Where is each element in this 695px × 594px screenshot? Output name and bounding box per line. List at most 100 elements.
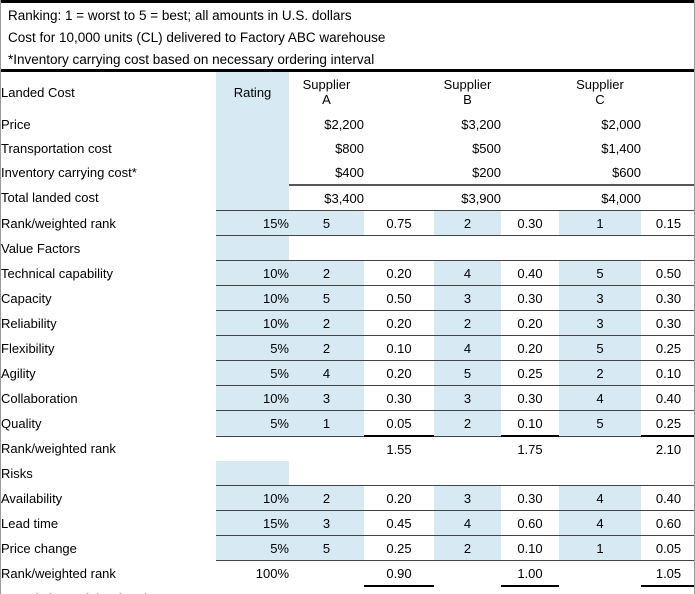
rating-value: 10% xyxy=(216,485,289,511)
row-collaboration: Collaboration 10% 3 0.30 3 0.30 4 0.40 xyxy=(1,385,694,411)
supplier-a-rank: 1 xyxy=(289,410,364,437)
rating-value: 5% xyxy=(216,360,289,386)
empty-cell xyxy=(501,160,559,186)
supplier-c-weighted: 2.10 xyxy=(655,441,682,457)
empty-cell xyxy=(501,235,559,261)
supplier-b-cumulative: 3.05 xyxy=(501,586,559,594)
row-label: Inventory carrying cost* xyxy=(1,165,137,180)
supplier-a-cumulative: 3.20 xyxy=(364,586,434,594)
header-notes: Ranking: 1 = worst to 5 = best; all amou… xyxy=(1,0,694,72)
empty-cell xyxy=(289,436,364,461)
supplier-c-weighted: 0.15 xyxy=(641,210,694,236)
row-label: Rank/weighted rank xyxy=(1,215,116,231)
empty-cell xyxy=(364,112,434,136)
row-label: Technical capability xyxy=(1,265,114,281)
supplier-b-rank: 2 xyxy=(434,210,501,236)
note-cost-basis: Cost for 10,000 units (CL) delivered to … xyxy=(8,30,386,45)
row-label: Flexibility xyxy=(1,340,55,356)
empty-cell xyxy=(641,112,694,136)
row-price-change: Price change 5% 5 0.25 2 0.10 1 0.05 xyxy=(1,535,694,561)
supplier-a-weighted: 0.20 xyxy=(364,260,434,286)
rating-value: 15% xyxy=(216,210,289,236)
supplier-b-rank: 3 xyxy=(434,285,501,311)
supplier-b-weighted: 1.75 xyxy=(517,441,543,457)
rating-cell xyxy=(216,586,289,594)
supplier-c-value: $2,000 xyxy=(601,116,641,132)
row-flexibility: Flexibility 5% 2 0.10 4 0.20 5 0.25 xyxy=(1,335,694,361)
supplier-c-rank: 5 xyxy=(559,335,641,361)
supplier-c-rank: 5 xyxy=(559,260,641,286)
supplier-c-weighted: 0.25 xyxy=(641,410,694,437)
rating-value: 10% xyxy=(216,285,289,311)
supplier-b-rank: 3 xyxy=(434,485,501,511)
empty-cell xyxy=(434,461,501,486)
rating-value: 10% xyxy=(216,385,289,411)
supplier-a-rank: 3 xyxy=(289,385,364,411)
supplier-a-value: $400 xyxy=(289,160,364,186)
supplier-c-value: $1,400 xyxy=(601,140,641,156)
supplier-a-weighted: 1.55 xyxy=(386,441,412,457)
rating-value: 5% xyxy=(216,335,289,361)
row-label: Cumulative weighted rank xyxy=(1,586,216,594)
supplier-b-rank: 2 xyxy=(434,535,501,561)
supplier-a-rank: 5 xyxy=(289,285,364,311)
supplier-c-weighted: 0.40 xyxy=(641,485,694,511)
row-quality: Quality 5% 1 0.05 2 0.10 5 0.25 xyxy=(1,410,694,437)
empty-cell xyxy=(641,72,694,112)
column-header-supplier-a: Supplier A xyxy=(289,72,364,112)
empty-cell xyxy=(559,561,641,587)
empty-cell xyxy=(641,136,694,160)
supplier-b-letter: B xyxy=(463,92,472,107)
supplier-a-rank: 2 xyxy=(289,485,364,511)
supplier-a-rank: 2 xyxy=(289,335,364,361)
rating-cell xyxy=(216,235,289,261)
rating-cell xyxy=(216,185,289,211)
row-inventory-carrying-cost: Inventory carrying cost* $400 $200 $600 xyxy=(1,160,694,186)
supplier-a-weighted: 0.90 xyxy=(364,560,434,587)
empty-cell xyxy=(559,436,641,461)
supplier-a-weighted: 0.20 xyxy=(364,485,434,511)
row-label: Availability xyxy=(1,490,63,506)
supplier-a-rank: 3 xyxy=(289,510,364,536)
empty-cell xyxy=(434,586,501,594)
supplier-b-weighted: 0.20 xyxy=(501,335,559,361)
supplier-b-value: $3,900 xyxy=(434,185,501,211)
supplier-b-weighted: 0.30 xyxy=(501,385,559,411)
supplier-a-weighted: 0.45 xyxy=(364,510,434,536)
row-label: Agility xyxy=(1,365,36,381)
supplier-c-value: $600 xyxy=(559,160,641,186)
row-agility: Agility 5% 4 0.20 5 0.25 2 0.10 xyxy=(1,360,694,386)
note-ranking-scale: Ranking: 1 = worst to 5 = best; all amou… xyxy=(8,8,352,23)
empty-cell xyxy=(289,235,364,261)
supplier-c-weighted: 0.40 xyxy=(641,385,694,411)
rating-cell xyxy=(216,461,289,486)
column-header-rating: Rating xyxy=(216,72,289,112)
rating-cell xyxy=(216,160,289,185)
rating-value: 5% xyxy=(216,535,289,561)
supplier-c-weighted: 1.05 xyxy=(641,560,694,587)
row-label: Rank/weighted rank xyxy=(1,441,116,456)
empty-cell xyxy=(641,185,694,211)
supplier-b-rank: 3 xyxy=(434,385,501,411)
comparison-table: Landed Cost Rating Supplier A Supplier B… xyxy=(1,72,694,594)
supplier-a-word: Supplier xyxy=(302,77,351,92)
section-title-landed-cost: Landed Cost xyxy=(1,84,75,100)
row-label: Rank/weighted rank xyxy=(1,565,116,581)
row-label: Reliability xyxy=(1,315,57,331)
empty-cell xyxy=(641,461,694,486)
rating-value: 10% xyxy=(216,310,289,336)
supplier-b-weighted: 0.30 xyxy=(501,285,559,311)
supplier-c-rank: 5 xyxy=(559,410,641,437)
empty-cell xyxy=(501,112,559,136)
supplier-b-rank: 4 xyxy=(434,335,501,361)
section-title-value-factors: Value Factors xyxy=(1,240,81,256)
row-risks-title: Risks xyxy=(1,461,694,486)
supplier-b-value: $200 xyxy=(434,160,501,186)
supplier-c-weighted: 0.50 xyxy=(641,260,694,286)
row-availability: Availability 10% 2 0.20 3 0.30 4 0.40 xyxy=(1,485,694,511)
row-price: Price $2,200 $3,200 $2,000 xyxy=(1,112,694,136)
supplier-c-weighted: 0.25 xyxy=(641,335,694,361)
row-technical-capability: Technical capability 10% 2 0.20 4 0.40 5… xyxy=(1,260,694,286)
supplier-b-weighted: 0.10 xyxy=(501,535,559,561)
empty-cell xyxy=(364,235,434,261)
